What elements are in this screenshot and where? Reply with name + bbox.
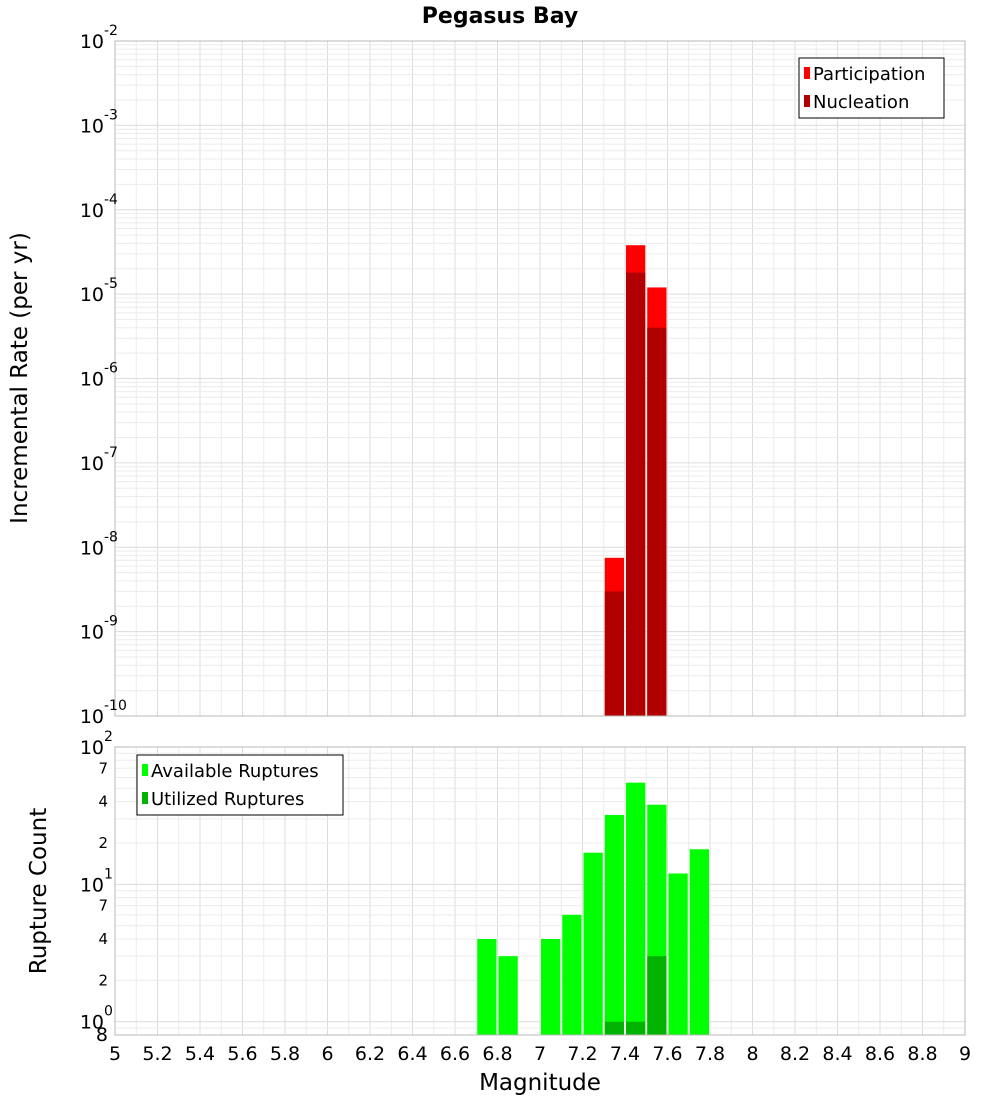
x-tick-label: 5.2 — [142, 1043, 172, 1065]
legend-box — [136, 754, 344, 816]
bar-nucleation — [604, 591, 624, 716]
x-tick-label: 5.4 — [185, 1043, 215, 1065]
rate-grid — [114, 40, 966, 717]
legend-entry-label: Utilized Ruptures — [151, 789, 304, 810]
y-tick-label: 7 — [98, 897, 108, 915]
legend-entry-label: Available Ruptures — [151, 761, 319, 782]
x-tick-label: 7.6 — [652, 1043, 682, 1065]
x-tick-label: 8.6 — [865, 1043, 895, 1065]
bar-available-ruptures — [541, 939, 561, 1035]
legend-swatch — [804, 95, 810, 107]
y-tick-exponent: -5 — [104, 276, 118, 292]
x-tick-label: 6.6 — [440, 1043, 470, 1065]
y-tick-label: 10 — [80, 622, 104, 644]
y-tick-label: 4 — [98, 930, 108, 948]
x-tick-label: 7 — [534, 1043, 546, 1065]
x-tick-label: 5.6 — [227, 1043, 257, 1065]
y-tick-label: 10 — [80, 737, 104, 759]
y-tick-label: 10 — [80, 200, 104, 222]
y-tick-exponent: -7 — [104, 445, 118, 461]
y-tick-exponent: 1 — [104, 866, 113, 882]
rate-y-axis-label: Incremental Rate (per yr) — [7, 232, 33, 524]
y-tick-exponent: -10 — [104, 698, 127, 714]
bar-nucleation — [647, 327, 667, 716]
y-tick-exponent: -6 — [104, 361, 118, 377]
y-tick-label: 10 — [80, 115, 104, 137]
y-tick-exponent: 2 — [104, 729, 113, 745]
x-tick-label: 9 — [959, 1043, 971, 1065]
bar-available-ruptures — [604, 814, 624, 1035]
y-tick-label: 10 — [80, 284, 104, 306]
x-tick-label: 7.2 — [567, 1043, 597, 1065]
bar-available-ruptures — [498, 956, 518, 1035]
x-tick-label: 7.8 — [695, 1043, 725, 1065]
y-tick-exponent: 0 — [104, 1004, 113, 1020]
bar-available-ruptures — [562, 914, 582, 1035]
bar-available-ruptures — [689, 849, 709, 1035]
y-tick-label: 2 — [98, 834, 108, 852]
x-tick-label: 6.8 — [482, 1043, 512, 1065]
legend-entry-label: Nucleation — [813, 92, 909, 113]
y-tick-label: 2 — [98, 971, 108, 989]
count-grid — [114, 746, 966, 1036]
y-tick-label: 8 — [96, 1024, 108, 1046]
y-tick-label: 4 — [98, 793, 108, 811]
rate-bars — [604, 245, 667, 717]
y-tick-label: 10 — [80, 31, 104, 53]
bar-available-ruptures — [626, 782, 646, 1035]
count-y-axis-label: Rupture Count — [26, 808, 52, 974]
bar-available-ruptures — [583, 852, 603, 1035]
rate-plot-frame — [114, 40, 966, 717]
rate-legend: Participation Nucleation — [798, 57, 945, 119]
legend-swatch — [142, 792, 148, 804]
chart-title: Pegasus Bay — [422, 4, 578, 29]
legend-swatch — [804, 67, 810, 79]
y-tick-exponent: -8 — [104, 529, 118, 545]
bar-nucleation — [626, 272, 646, 716]
y-tick-label: 7 — [98, 759, 108, 777]
legend-box — [798, 57, 945, 119]
x-tick-label: 8 — [746, 1043, 758, 1065]
y-tick-exponent: -4 — [104, 192, 118, 208]
count-plot-frame — [114, 746, 966, 1036]
y-tick-exponent: -9 — [104, 614, 118, 630]
x-tick-label: 8.8 — [907, 1043, 937, 1065]
x-tick-label: 6 — [321, 1043, 333, 1065]
y-tick-label: 10 — [80, 369, 104, 391]
x-tick-label: 6.2 — [355, 1043, 385, 1065]
x-tick-label: 8.4 — [822, 1043, 852, 1065]
y-tick-exponent: -2 — [104, 23, 118, 39]
x-axis-ticks: 5 5.2 5.4 5.6 5.8 6 6.2 6.4 6.6 6.8 7 7.2 7.4 7.6 7.8 8… — [109, 1043, 971, 1065]
bar-utilized-ruptures — [626, 1021, 646, 1035]
y-tick-label: 10 — [80, 537, 104, 559]
y-tick-label: 10 — [80, 453, 104, 475]
y-tick-label: 10 — [80, 874, 104, 896]
count-bars — [477, 782, 709, 1035]
x-tick-label: 8.2 — [780, 1043, 810, 1065]
bar-utilized-ruptures — [647, 956, 667, 1035]
x-tick-label: 5.8 — [270, 1043, 300, 1065]
x-tick-label: 7.4 — [610, 1043, 640, 1065]
y-tick-label: 10 — [80, 706, 104, 728]
x-tick-label: 5 — [109, 1043, 121, 1065]
legend-entry-label: Participation — [813, 64, 925, 85]
bar-available-ruptures — [668, 873, 688, 1035]
y-tick-label: 10 — [80, 1012, 104, 1034]
bar-utilized-ruptures — [604, 1021, 624, 1035]
y-tick-exponent: -3 — [104, 107, 118, 123]
x-tick-label: 6.4 — [397, 1043, 427, 1065]
bar-available-ruptures — [477, 939, 497, 1035]
count-legend: Available Ruptures Utilized Ruptures — [136, 754, 344, 816]
x-axis-label: Magnitude — [479, 1070, 601, 1096]
legend-swatch — [142, 764, 148, 776]
